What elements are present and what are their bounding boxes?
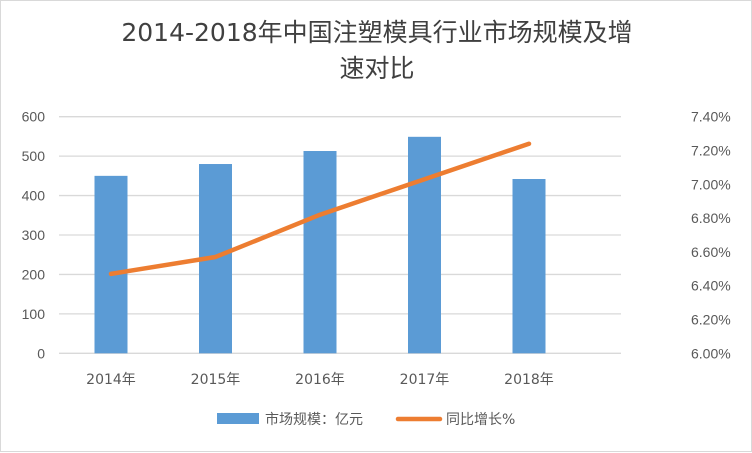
right-tick-label: 6.20% — [691, 312, 731, 328]
right-tick-label: 7.00% — [691, 176, 731, 192]
legend-bar-swatch — [217, 413, 259, 424]
category-label: 2017年 — [400, 372, 450, 388]
category-label: 2018年 — [504, 372, 554, 388]
category-label: 2016年 — [295, 372, 345, 388]
bar-2018年 — [513, 179, 546, 353]
left-tick-label: 600 — [22, 109, 46, 125]
legend-line-label: 同比增长% — [446, 412, 515, 428]
right-tick-label: 7.40% — [691, 109, 731, 125]
legend-bar-label: 市场规模：亿元 — [265, 411, 363, 428]
right-tick-label: 7.20% — [691, 143, 731, 159]
bar-2016年 — [304, 151, 337, 353]
right-tick-label: 6.00% — [691, 345, 731, 361]
category-label: 2015年 — [191, 372, 241, 388]
bar-2014年 — [95, 176, 128, 353]
left-tick-label: 500 — [22, 148, 46, 164]
left-tick-label: 300 — [22, 227, 46, 243]
bar-2017年 — [408, 137, 441, 353]
left-tick-label: 400 — [22, 188, 46, 204]
right-tick-label: 6.60% — [691, 244, 731, 260]
right-tick-label: 6.80% — [691, 210, 731, 226]
category-label: 2014年 — [86, 372, 136, 388]
right-tick-label: 6.40% — [691, 278, 731, 294]
left-tick-label: 0 — [37, 345, 45, 361]
left-tick-label: 200 — [22, 266, 46, 282]
left-tick-label: 100 — [22, 306, 46, 322]
